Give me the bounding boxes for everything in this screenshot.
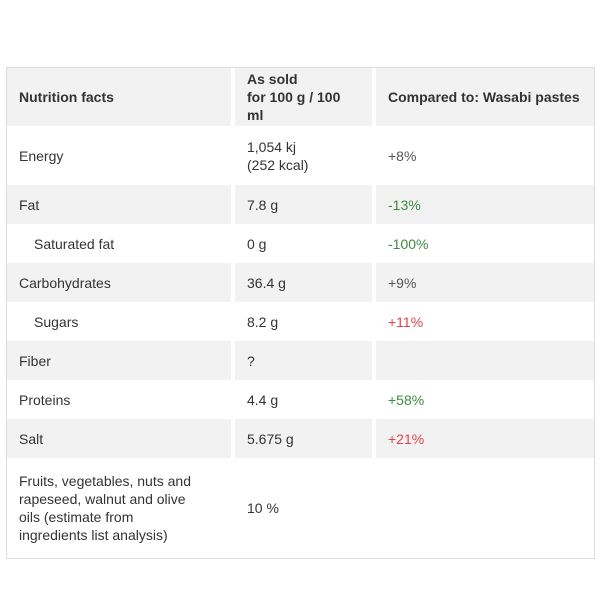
table-row-sugars: Sugars 8.2 g +11% (7, 302, 594, 341)
row-value: 36.4 g (233, 263, 376, 302)
row-compare: +58% (374, 380, 594, 419)
row-label: Carbohydrates (7, 263, 235, 302)
row-label: Sugars (7, 302, 235, 341)
row-label: Fruits, vegetables, nuts and rapeseed, w… (7, 458, 235, 558)
table-row-salt: Salt 5.675 g +21% (7, 419, 594, 458)
header-compared-to: Compared to: Wasabi pastes (374, 68, 594, 126)
row-value: 7.8 g (233, 185, 376, 224)
row-compare: +11% (374, 302, 594, 341)
row-value: 4.4 g (233, 380, 376, 419)
nutrition-facts-table: Nutrition facts As sold for 100 g / 100 … (7, 68, 594, 558)
row-label: Saturated fat (7, 224, 235, 263)
header-as-sold: As sold for 100 g / 100 ml (233, 68, 376, 126)
table-row-fruits-vegetables: Fruits, vegetables, nuts and rapeseed, w… (7, 458, 594, 558)
row-value: 0 g (233, 224, 376, 263)
table-row-energy: Energy 1,054 kj (252 kcal) +8% (7, 126, 594, 185)
energy-kcal: (252 kcal) (247, 156, 309, 173)
row-compare: +8% (374, 126, 594, 185)
row-compare (374, 341, 594, 380)
energy-kj: 1,054 kj (247, 138, 297, 155)
row-label: Proteins (7, 380, 235, 419)
header-as-sold-line1: As sold (247, 71, 298, 87)
table-row-carbohydrates: Carbohydrates 36.4 g +9% (7, 263, 594, 302)
row-value: 1,054 kj (252 kcal) (233, 126, 376, 185)
table-row-proteins: Proteins 4.4 g +58% (7, 380, 594, 419)
row-label: Salt (7, 419, 235, 458)
table-row-saturated-fat: Saturated fat 0 g -100% (7, 224, 594, 263)
row-label: Fiber (7, 341, 235, 380)
row-value: 10 % (233, 458, 376, 558)
nutrition-table-container: Nutrition facts As sold for 100 g / 100 … (6, 67, 595, 559)
table-header-row: Nutrition facts As sold for 100 g / 100 … (7, 68, 594, 126)
row-label: Energy (7, 126, 235, 185)
row-compare: +9% (374, 263, 594, 302)
row-value: ? (233, 341, 376, 380)
row-compare: -13% (374, 185, 594, 224)
row-compare: -100% (374, 224, 594, 263)
row-label: Fat (7, 185, 235, 224)
header-as-sold-line2: for 100 g / 100 ml (247, 89, 341, 123)
row-compare (374, 458, 594, 558)
row-value: 8.2 g (233, 302, 376, 341)
header-nutrition-facts: Nutrition facts (7, 68, 235, 126)
table-row-fat: Fat 7.8 g -13% (7, 185, 594, 224)
row-compare: +21% (374, 419, 594, 458)
row-value: 5.675 g (233, 419, 376, 458)
table-row-fiber: Fiber ? (7, 341, 594, 380)
